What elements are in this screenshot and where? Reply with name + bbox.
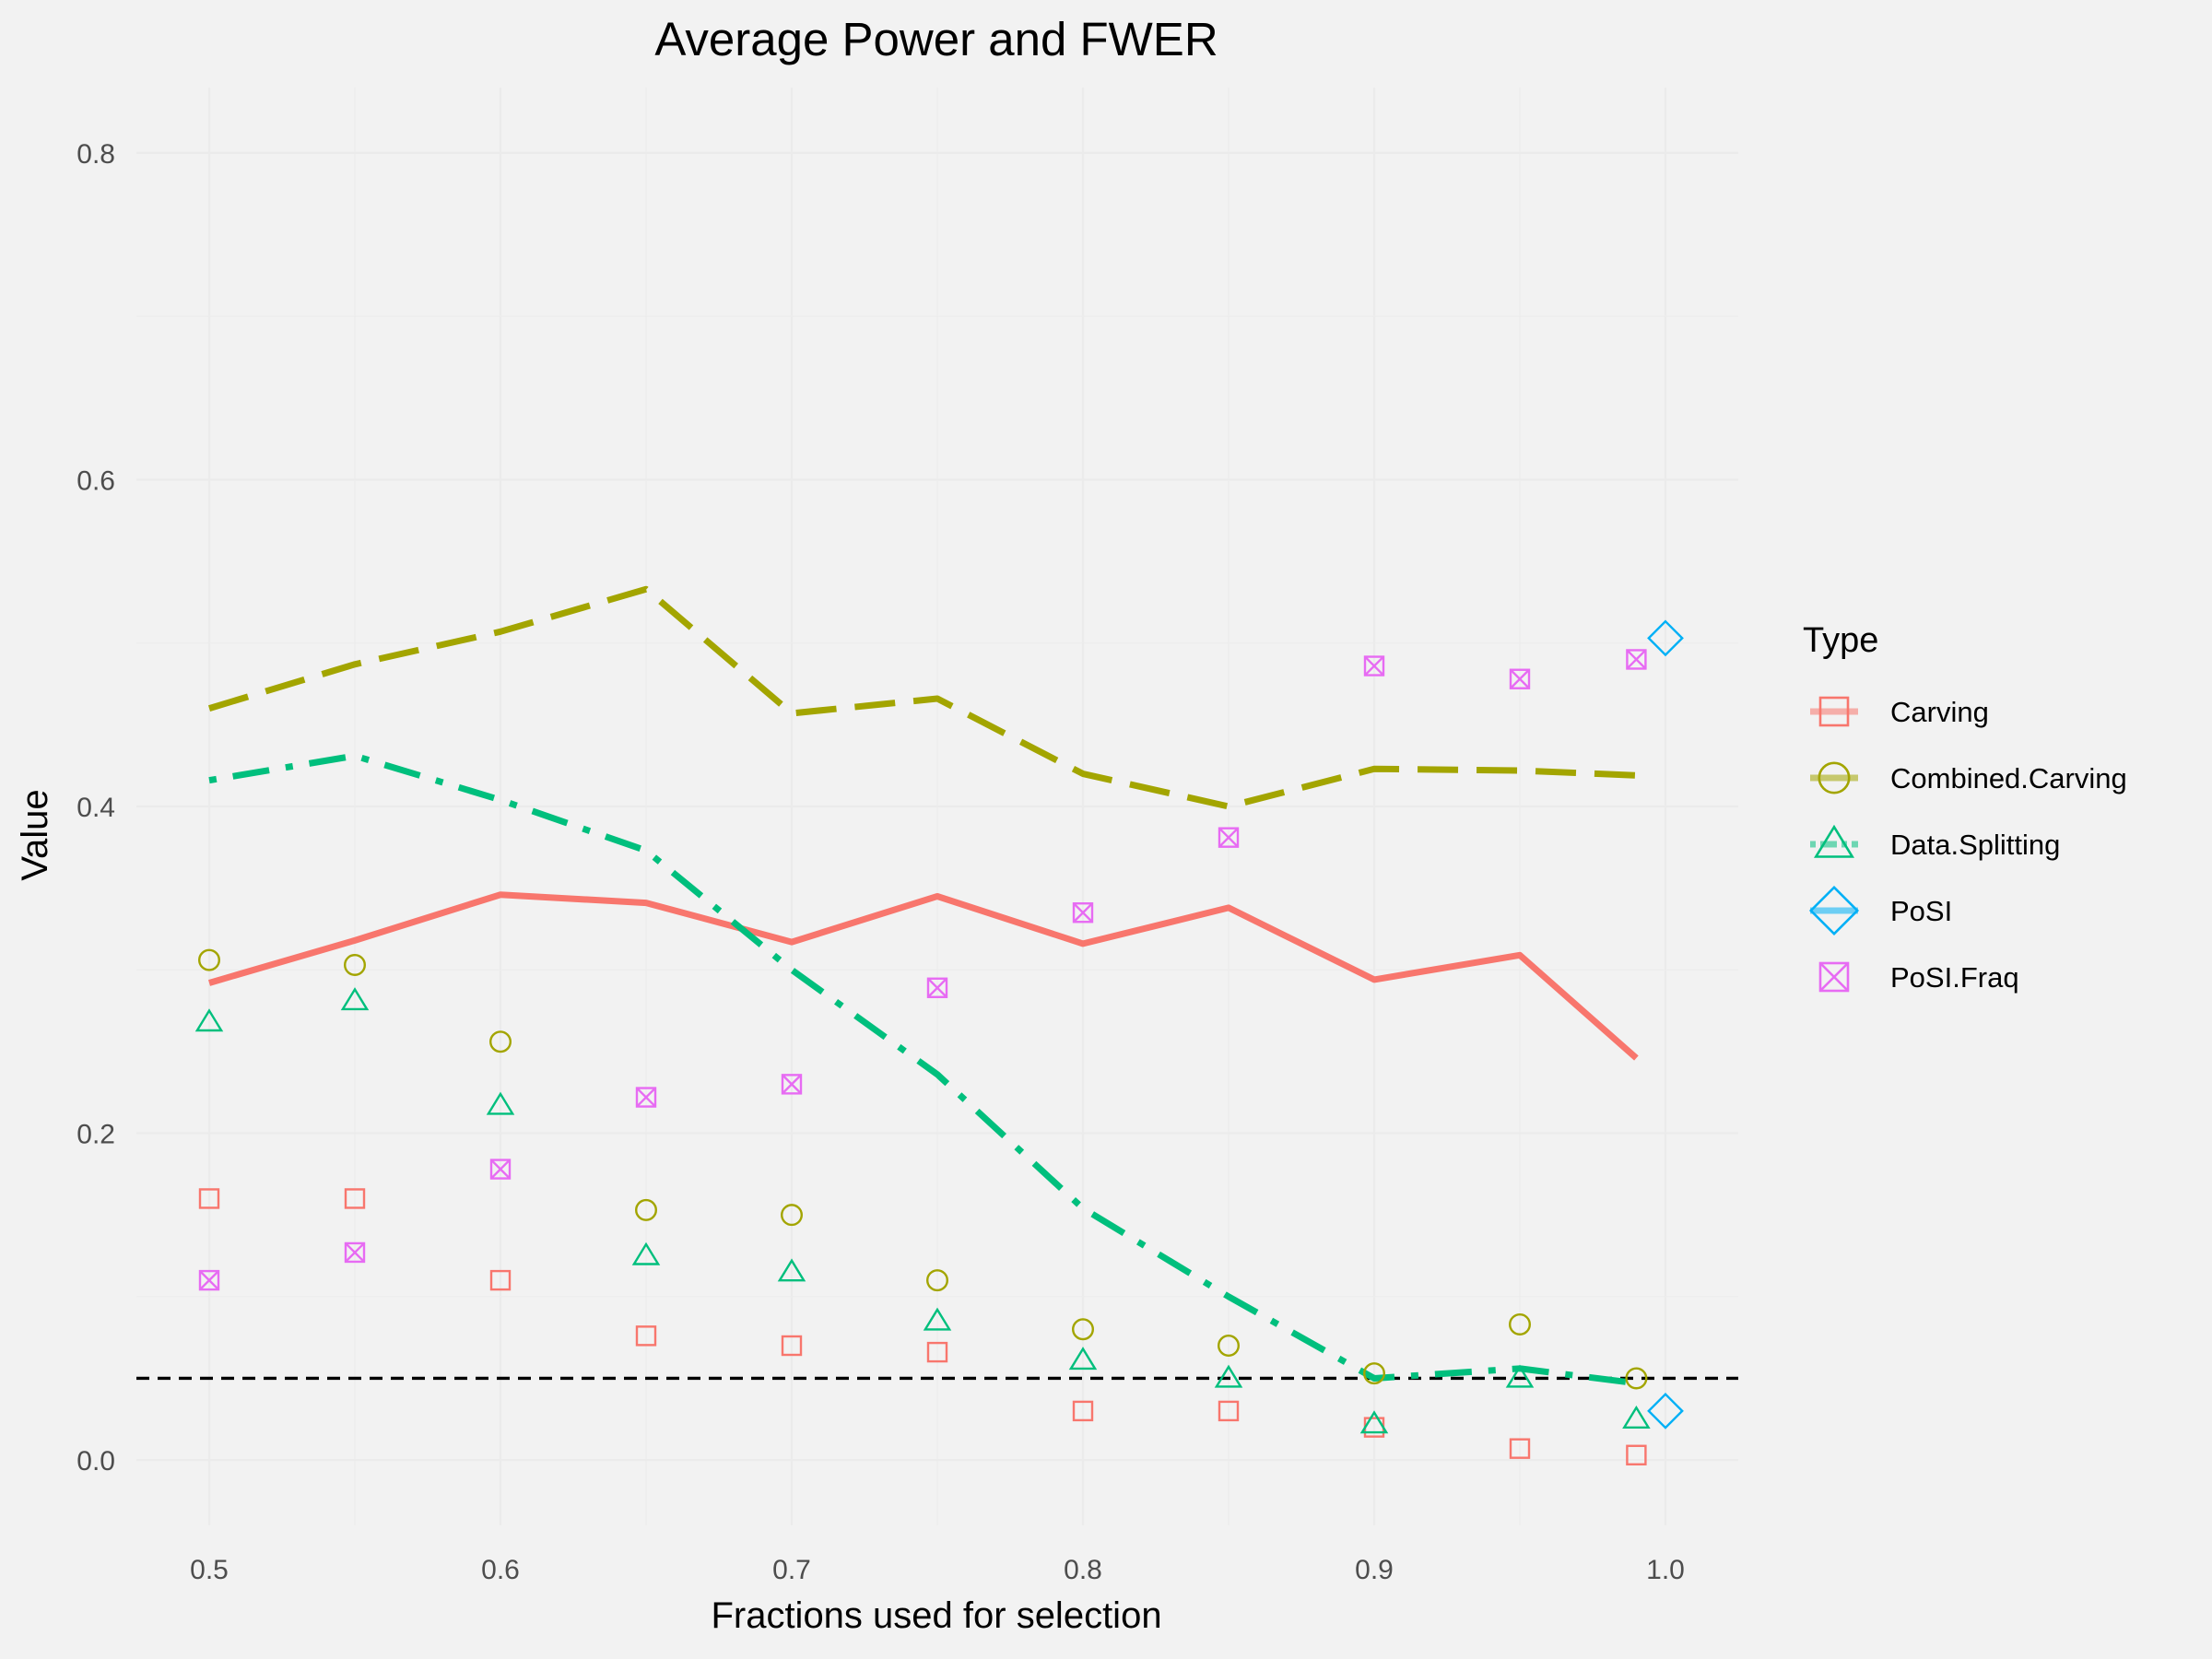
point-fwer-carving	[1072, 1400, 1094, 1422]
point-fwer-data-splitting	[486, 1091, 515, 1115]
point-power-posi-fraq	[1363, 655, 1385, 677]
series-line-combined-carving	[207, 585, 1637, 810]
y-tick-label: 0.2	[76, 1120, 115, 1150]
x-axis-label: Fractions used for selection	[711, 1595, 1161, 1636]
point-fwer-data-splitting	[1068, 1347, 1098, 1371]
point-fwer-combined-carving	[489, 1030, 512, 1053]
x-tick-label: 0.7	[772, 1555, 811, 1585]
legend-label-combined-carving: Combined.Carving	[1890, 762, 2127, 794]
point-power-posi-fraq	[198, 1269, 220, 1291]
point-fwer-combined-carving	[197, 948, 220, 971]
y-tick-label: 0.0	[76, 1446, 115, 1477]
point-fwer-data-splitting	[631, 1241, 661, 1265]
point-fwer-data-splitting	[1505, 1364, 1535, 1388]
point-fwer-combined-carving	[344, 953, 367, 976]
legend-item-posi-fraq: PoSI.Fraq	[1818, 961, 2019, 994]
legend-label-posi: PoSI	[1890, 895, 1952, 927]
point-fwer-data-splitting	[1622, 1405, 1651, 1429]
point-fwer-carving	[926, 1341, 948, 1363]
point-power-posi-fraq	[635, 1087, 657, 1108]
legend-item-carving: Carving	[1810, 696, 1989, 728]
point-fwer-data-splitting	[1359, 1410, 1389, 1434]
point-fwer-combined-carving	[1217, 1334, 1240, 1357]
point-power-posi-fraq	[489, 1159, 512, 1180]
point-fwer-combined-carving	[1071, 1318, 1094, 1341]
x-tick-label: 0.5	[190, 1555, 229, 1585]
y-axis-ticks: 0.0 0.2 0.4 0.6 0.8	[76, 139, 115, 1477]
legend-key-posi-fraq	[1818, 961, 1850, 993]
point-power-posi	[1647, 619, 1684, 657]
point-fwer-data-splitting	[777, 1258, 806, 1282]
point-fwer-data-splitting	[1214, 1364, 1243, 1388]
x-tick-label: 0.6	[481, 1555, 520, 1585]
legend-key-posi	[1808, 885, 1860, 936]
point-fwer-combined-carving	[781, 1204, 804, 1227]
point-fwer-data-splitting	[340, 987, 370, 1011]
y-tick-label: 0.4	[76, 793, 115, 823]
plot-grid	[136, 88, 1738, 1525]
legend-item-data-splitting: Data.Splitting	[1810, 824, 2060, 861]
point-fwer-combined-carving	[635, 1198, 658, 1221]
point-fwer-posi	[1647, 1393, 1684, 1430]
legend-label-carving: Carving	[1890, 696, 1989, 728]
legend-label-data-splitting: Data.Splitting	[1890, 829, 2060, 861]
point-fwer-carving	[489, 1269, 512, 1291]
point-fwer-combined-carving	[1362, 1362, 1385, 1385]
point-power-posi-fraq	[781, 1074, 803, 1095]
point-fwer-carving	[781, 1335, 803, 1357]
point-fwer-carving	[1509, 1438, 1531, 1459]
series-line-data-splitting	[208, 752, 1637, 1387]
legend-item-posi: PoSI	[1808, 885, 1952, 936]
series-markers	[194, 619, 1684, 1465]
legend-title: Type	[1803, 621, 1878, 660]
point-fwer-combined-carving	[926, 1269, 949, 1292]
point-fwer-combined-carving	[1625, 1367, 1648, 1390]
legend-key-combined-carving	[1818, 761, 1851, 794]
legend-key-data-splitting	[1813, 824, 1855, 858]
point-fwer-data-splitting	[194, 1008, 224, 1032]
point-power-posi-fraq	[1626, 649, 1647, 670]
x-tick-label: 1.0	[1646, 1555, 1685, 1585]
point-fwer-carving	[635, 1325, 657, 1347]
point-power-posi-fraq	[926, 977, 948, 998]
point-fwer-carving	[198, 1188, 220, 1209]
point-fwer-data-splitting	[923, 1307, 952, 1331]
point-fwer-carving	[1218, 1400, 1240, 1422]
legend-key-carving	[1818, 696, 1850, 727]
series-line-carving	[208, 891, 1639, 1061]
y-axis-label: Value	[15, 789, 55, 880]
legend: Type Carving Combined.Carving Data.Splitti…	[1803, 621, 2127, 994]
series-lines	[207, 585, 1639, 1387]
point-power-posi-fraq	[344, 1241, 366, 1264]
chart-title: Average Power and FWER	[654, 13, 1218, 65]
legend-item-combined-carving: Combined.Carving	[1810, 761, 2127, 794]
y-tick-label: 0.6	[76, 465, 115, 496]
point-fwer-carving	[344, 1188, 366, 1209]
point-fwer-combined-carving	[1508, 1312, 1531, 1335]
point-power-posi-fraq	[1072, 902, 1094, 924]
x-axis-ticks: 0.5 0.6 0.7 0.8 0.9 1.0	[190, 1555, 1685, 1585]
x-tick-label: 0.9	[1355, 1555, 1394, 1585]
x-tick-label: 0.8	[1064, 1555, 1102, 1585]
point-fwer-carving	[1626, 1444, 1647, 1465]
y-tick-label: 0.8	[76, 139, 115, 170]
point-power-posi-fraq	[1218, 827, 1240, 848]
legend-label-posi-fraq: PoSI.Fraq	[1890, 961, 2019, 994]
point-power-posi-fraq	[1509, 668, 1531, 689]
